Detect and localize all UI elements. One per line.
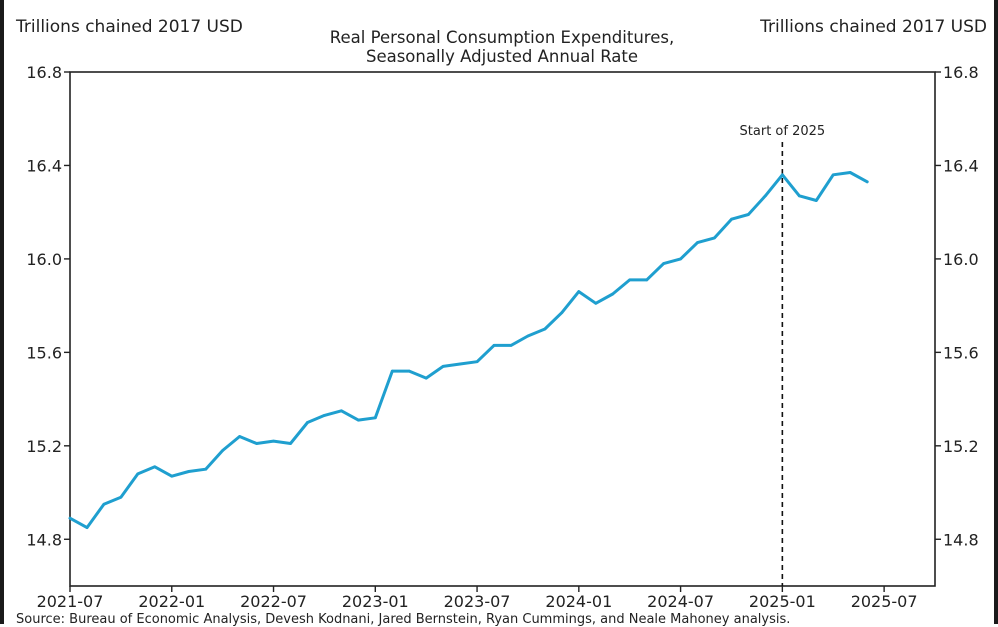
start-of-2025-annotation: Start of 2025 <box>740 124 826 586</box>
data-point <box>357 418 360 422</box>
y-axis: 14.8 14.8 15.2 15.2 15.6 15.6 16.0 16.0 16.4 16.4… <box>26 63 978 549</box>
data-point <box>560 311 564 314</box>
y-tick-label-left: 15.2 <box>26 437 62 456</box>
y-tick-label-left: 16.0 <box>26 250 62 269</box>
y-tick-label-left: 16.8 <box>26 63 62 82</box>
x-tick-label: 2022-01 <box>138 592 205 611</box>
left-frame-border <box>0 0 4 624</box>
data-point <box>458 362 462 366</box>
data-point <box>696 241 699 244</box>
data-point <box>68 516 72 520</box>
data-point <box>594 302 598 305</box>
data-point <box>781 173 784 177</box>
data-point <box>509 344 513 347</box>
data-point <box>798 194 801 198</box>
x-tick-label: 2023-07 <box>444 592 511 611</box>
data-point <box>441 365 445 368</box>
data-point <box>153 465 157 469</box>
data-point <box>577 290 581 293</box>
data-point <box>424 376 428 380</box>
series-line <box>68 171 869 530</box>
data-point <box>764 194 767 198</box>
left-axis-unit-label: Trillions chained 2017 USD <box>16 17 243 37</box>
data-point <box>645 278 648 282</box>
right-axis-unit-label: Trillions chained 2017 USD <box>760 17 987 37</box>
x-tick-label: 2024-07 <box>647 592 714 611</box>
data-point <box>85 526 89 529</box>
y-tick-label-left: 16.4 <box>26 156 62 175</box>
x-tick-label: 2021-07 <box>37 592 104 611</box>
data-point <box>390 369 394 373</box>
data-point <box>662 262 665 265</box>
data-point <box>136 472 140 476</box>
data-point <box>492 344 496 347</box>
x-tick-label: 2025-07 <box>851 592 918 611</box>
annotation-label: Start of 2025 <box>740 124 826 139</box>
data-point <box>730 217 733 221</box>
y-tick-label-right: 14.8 <box>943 530 979 549</box>
y-tick-label-right: 16.8 <box>943 63 979 82</box>
chart-subtitle: Seasonally Adjusted Annual Rate <box>365 47 639 66</box>
plot-area-frame <box>69 71 936 587</box>
x-tick-label: 2024-01 <box>545 592 612 611</box>
x-tick-label: 2023-01 <box>342 592 409 611</box>
x-axis: 2021-07 2022-01 2022-07 2023-01 2023-07 2024-… <box>37 586 918 611</box>
data-point <box>865 180 869 184</box>
data-point <box>119 495 123 499</box>
y-tick-label-right: 15.2 <box>943 437 979 456</box>
data-point <box>628 278 632 282</box>
y-tick-label-right: 16.4 <box>943 156 979 175</box>
data-point <box>221 449 224 452</box>
data-point <box>848 171 852 174</box>
data-point <box>373 416 377 420</box>
data-point <box>289 442 292 445</box>
data-point <box>713 236 716 240</box>
data-point <box>170 474 174 478</box>
data-point <box>611 292 615 296</box>
y-tick-label-right: 15.6 <box>943 343 979 362</box>
data-point <box>814 199 818 202</box>
right-frame-border <box>994 0 998 624</box>
y-tick-label-left: 15.6 <box>26 343 62 362</box>
chart-title: Real Personal Consumption Expenditures, <box>329 28 675 47</box>
data-point <box>747 213 750 216</box>
y-tick-label-right: 16.0 <box>943 250 979 269</box>
x-tick-label: 2025-01 <box>749 592 816 611</box>
data-point <box>526 334 530 338</box>
data-point <box>679 257 682 261</box>
data-point <box>340 409 343 413</box>
data-point <box>204 467 207 471</box>
data-point <box>102 502 106 506</box>
data-point <box>323 414 326 417</box>
source-note: Source: Bureau of Economic Analysis, Dev… <box>16 612 791 627</box>
pce-series <box>68 171 869 530</box>
data-point <box>475 360 479 364</box>
data-point <box>238 435 241 438</box>
data-point <box>543 327 547 331</box>
data-point <box>407 369 411 373</box>
data-point <box>187 470 191 473</box>
x-tick-label: 2022-07 <box>240 592 307 611</box>
data-point <box>255 442 258 445</box>
data-point <box>831 173 835 177</box>
y-tick-label-left: 14.8 <box>26 530 62 549</box>
data-point <box>272 439 275 443</box>
data-point <box>306 421 309 424</box>
